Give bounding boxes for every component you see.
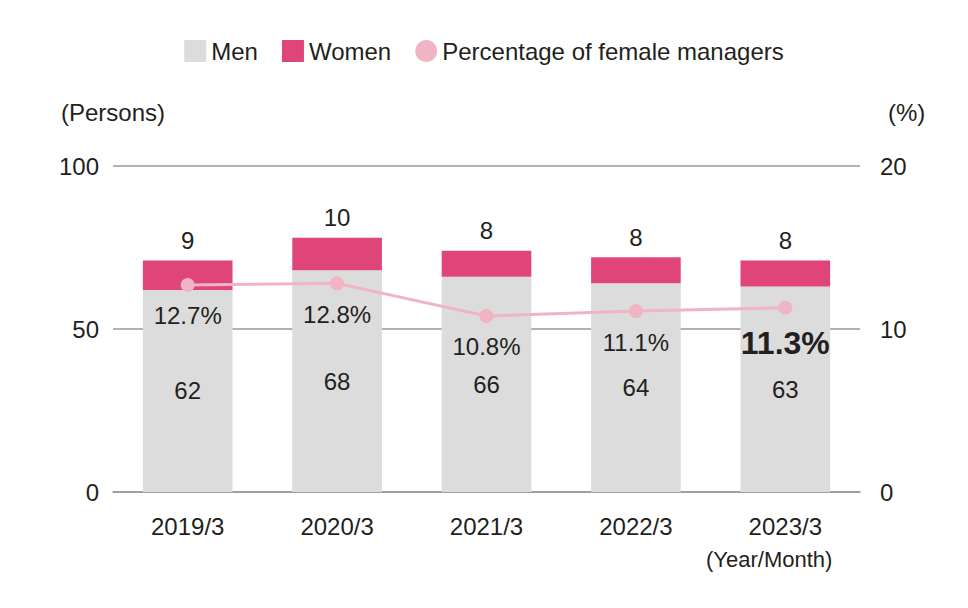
- svg-text:50: 50: [72, 316, 99, 343]
- svg-text:(Persons): (Persons): [61, 99, 165, 126]
- svg-text:2021/3: 2021/3: [450, 513, 523, 540]
- svg-text:0: 0: [880, 479, 893, 506]
- svg-text:63: 63: [772, 376, 799, 403]
- svg-text:10: 10: [880, 316, 907, 343]
- svg-text:Women: Women: [309, 38, 391, 65]
- svg-text:Men: Men: [211, 38, 258, 65]
- svg-text:0: 0: [86, 479, 99, 506]
- svg-text:8: 8: [629, 224, 642, 251]
- svg-text:10.8%: 10.8%: [452, 333, 520, 360]
- svg-text:(Year/Month): (Year/Month): [706, 547, 832, 572]
- svg-text:68: 68: [324, 368, 351, 395]
- svg-text:2020/3: 2020/3: [300, 513, 373, 540]
- svg-text:20: 20: [880, 153, 907, 180]
- svg-text:2019/3: 2019/3: [151, 513, 224, 540]
- svg-text:64: 64: [623, 374, 650, 401]
- svg-text:12.7%: 12.7%: [154, 302, 222, 329]
- svg-text:8: 8: [779, 227, 792, 254]
- svg-text:11.1%: 11.1%: [603, 329, 669, 356]
- svg-text:Percentage of female managers: Percentage of female managers: [442, 38, 784, 65]
- svg-text:12.8%: 12.8%: [303, 301, 371, 328]
- svg-text:66: 66: [473, 371, 500, 398]
- svg-text:2022/3: 2022/3: [599, 513, 672, 540]
- svg-text:8: 8: [480, 217, 493, 244]
- svg-text:100: 100: [59, 153, 99, 180]
- svg-text:62: 62: [174, 377, 201, 404]
- svg-text:2023/3: 2023/3: [749, 513, 822, 540]
- svg-text:10: 10: [324, 204, 351, 231]
- svg-text:(%): (%): [888, 99, 925, 126]
- svg-text:11.3%: 11.3%: [741, 325, 830, 361]
- svg-text:9: 9: [181, 227, 194, 254]
